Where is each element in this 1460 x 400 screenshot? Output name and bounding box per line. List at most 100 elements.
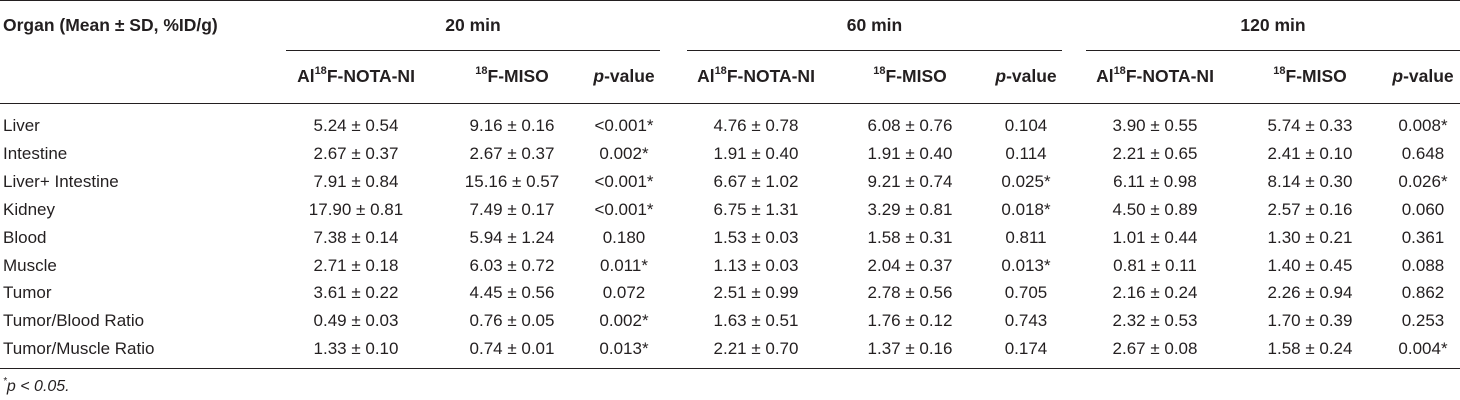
organ-cell: Tumor/Blood Ratio bbox=[3, 311, 145, 331]
nota-prefix: Al bbox=[1096, 66, 1114, 86]
header-bottom-rule bbox=[0, 103, 1460, 104]
value-cell: 1.58 ± 0.31 bbox=[867, 227, 953, 247]
value-cell: 4.45 ± 0.56 bbox=[469, 283, 555, 303]
value-cell: 7.38 ± 0.14 bbox=[313, 227, 399, 247]
miso-sup: 18 bbox=[873, 65, 886, 78]
p-value-cell: 0.011* bbox=[600, 255, 648, 275]
p-value-cell: 0.361 bbox=[1401, 227, 1445, 247]
miso-sup: 18 bbox=[475, 65, 488, 78]
organ-column-header: Organ (Mean ± SD, %ID/g) bbox=[3, 15, 218, 35]
value-cell: 1.70 ± 0.39 bbox=[1267, 311, 1353, 331]
group-header-60min: 60 min bbox=[846, 15, 903, 35]
subheader-nota-ni: Al18F-NOTA-NI bbox=[681, 66, 831, 86]
subheader-p-value: p-value bbox=[951, 66, 1101, 86]
p-value-cell: 0.174 bbox=[1004, 339, 1048, 359]
top-rule bbox=[0, 0, 1460, 1]
p-value-cell: 0.743 bbox=[1004, 311, 1048, 331]
value-cell: 2.57 ± 0.16 bbox=[1267, 199, 1353, 219]
subheader-p-value: p-value bbox=[549, 66, 699, 86]
value-cell: 2.67 ± 0.37 bbox=[469, 143, 555, 163]
organ-cell: Intestine bbox=[3, 143, 68, 163]
value-cell: 2.26 ± 0.94 bbox=[1267, 283, 1353, 303]
value-cell: 4.76 ± 0.78 bbox=[713, 116, 799, 135]
value-cell: 2.04 ± 0.37 bbox=[867, 255, 953, 275]
p-value-cell: 0.253 bbox=[1401, 311, 1445, 331]
subheader-nota-ni: Al18F-NOTA-NI bbox=[281, 66, 431, 86]
value-cell: 2.67 ± 0.37 bbox=[313, 143, 399, 163]
value-cell: 1.13 ± 0.03 bbox=[713, 255, 799, 275]
p-value-cell: 0.180 bbox=[602, 227, 646, 247]
value-cell: 1.37 ± 0.16 bbox=[867, 339, 953, 359]
value-cell: 1.58 ± 0.24 bbox=[1267, 339, 1353, 359]
organ-cell: Muscle bbox=[3, 255, 57, 275]
miso-suffix: F-MISO bbox=[1285, 66, 1347, 86]
value-cell: 2.21 ± 0.70 bbox=[713, 339, 799, 359]
value-cell: 9.21 ± 0.74 bbox=[867, 171, 953, 191]
footnote-text: p < 0.05. bbox=[6, 378, 70, 395]
p-value-cell: <0.001* bbox=[594, 199, 654, 219]
value-cell: 1.63 ± 0.51 bbox=[713, 311, 799, 331]
p-value-cell: 0.013* bbox=[599, 339, 649, 359]
p-value-cell: 0.648 bbox=[1401, 143, 1445, 163]
nota-suffix: F-NOTA-NI bbox=[1125, 66, 1214, 86]
value-cell: 4.50 ± 0.89 bbox=[1112, 199, 1198, 219]
subheader-miso: 18F-MISO bbox=[835, 66, 985, 86]
p-value-cell: 0.013* bbox=[1001, 255, 1051, 275]
value-cell: 0.49 ± 0.03 bbox=[313, 311, 399, 331]
value-cell: 2.51 ± 0.99 bbox=[713, 283, 799, 303]
value-cell: 5.74 ± 0.33 bbox=[1267, 116, 1353, 135]
organ-cell: Liver bbox=[3, 116, 40, 135]
p-italic: p bbox=[593, 66, 605, 86]
value-cell: 3.61 ± 0.22 bbox=[313, 283, 399, 303]
p-value-cell: 0.088 bbox=[1401, 255, 1445, 275]
p-value-cell: 0.008* bbox=[1398, 116, 1448, 135]
group-header-20min: 20 min bbox=[445, 15, 501, 35]
value-cell: 8.14 ± 0.30 bbox=[1267, 171, 1353, 191]
organ-cell: Kidney bbox=[3, 199, 55, 219]
p-value-cell: 0.018* bbox=[1001, 199, 1051, 219]
organ-cell: Blood bbox=[3, 227, 47, 247]
miso-sup: 18 bbox=[1273, 65, 1286, 78]
value-cell: 5.94 ± 1.24 bbox=[469, 227, 555, 247]
nota-sup: 18 bbox=[1113, 65, 1126, 78]
value-cell: 0.74 ± 0.01 bbox=[469, 339, 555, 359]
p-value-cell: 0.026* bbox=[1398, 171, 1448, 191]
p-value-cell: 0.002* bbox=[599, 311, 649, 331]
group-underline-20min bbox=[286, 50, 660, 51]
value-cell: 1.91 ± 0.40 bbox=[713, 143, 799, 163]
value-cell: 1.76 ± 0.12 bbox=[867, 311, 953, 331]
organ-cell: Tumor/Muscle Ratio bbox=[3, 339, 155, 359]
value-cell: 9.16 ± 0.16 bbox=[469, 116, 555, 135]
organ-cell: Liver+ Intestine bbox=[3, 171, 119, 191]
footnote: *p < 0.05. bbox=[3, 375, 70, 396]
value-cell: 15.16 ± 0.57 bbox=[464, 171, 560, 191]
value-cell: 1.53 ± 0.03 bbox=[713, 227, 799, 247]
p-value-cell: 0.072 bbox=[602, 283, 646, 303]
value-cell: 2.21 ± 0.65 bbox=[1112, 143, 1198, 163]
value-cell: 1.91 ± 0.40 bbox=[867, 143, 953, 163]
value-cell: 17.90 ± 0.81 bbox=[308, 199, 404, 219]
value-cell: 1.40 ± 0.45 bbox=[1267, 255, 1353, 275]
p-suffix: -value bbox=[604, 66, 655, 86]
p-italic: p bbox=[995, 66, 1007, 86]
nota-prefix: Al bbox=[697, 66, 715, 86]
footnote-mark: * bbox=[3, 375, 7, 387]
value-cell: 2.67 ± 0.08 bbox=[1112, 339, 1198, 359]
value-cell: 3.29 ± 0.81 bbox=[867, 199, 953, 219]
p-italic: p bbox=[1392, 66, 1404, 86]
value-cell: 0.76 ± 0.05 bbox=[469, 311, 555, 331]
value-cell: 6.08 ± 0.76 bbox=[867, 116, 953, 135]
value-cell: 6.75 ± 1.31 bbox=[713, 199, 799, 219]
value-cell: 6.03 ± 0.72 bbox=[469, 255, 555, 275]
group-underline-120min bbox=[1086, 50, 1460, 51]
value-cell: 3.90 ± 0.55 bbox=[1112, 116, 1198, 135]
p-value-cell: 0.002* bbox=[599, 143, 649, 163]
value-cell: 7.91 ± 0.84 bbox=[313, 171, 399, 191]
organ-cell: Tumor bbox=[3, 283, 52, 303]
p-suffix: -value bbox=[1403, 66, 1454, 86]
p-value-cell: <0.001* bbox=[594, 116, 654, 135]
p-value-cell: 0.025* bbox=[1001, 171, 1051, 191]
p-value-cell: 0.705 bbox=[1004, 283, 1048, 303]
value-cell: 0.81 ± 0.11 bbox=[1113, 255, 1197, 275]
value-cell: 2.16 ± 0.24 bbox=[1112, 283, 1198, 303]
